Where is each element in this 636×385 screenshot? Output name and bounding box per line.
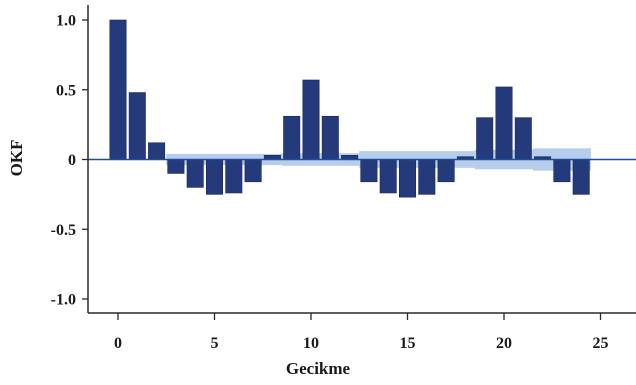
bar-lag-16 [418,159,436,195]
bar-lag-10 [302,79,320,160]
bar-lag-6 [225,159,243,194]
y-tick-label: -1.0 [51,292,76,309]
y-tick-label: -0.5 [51,222,76,239]
bar-lag-9 [283,115,301,160]
bar-lag-17 [437,159,455,183]
y-tick-label: 0 [68,152,76,169]
bar-lag-4 [186,159,204,188]
x-tick-label: 0 [114,335,122,352]
bar-lag-24 [572,159,590,195]
bars [109,19,590,198]
bar-lag-0 [109,19,127,160]
bar-lag-11 [321,115,339,160]
bar-lag-13 [360,159,378,183]
bar-lag-15 [398,159,416,198]
bar-lag-3 [167,159,185,174]
x-axis-title: Gecikme [286,359,351,378]
bar-lag-20 [495,86,513,160]
x-tick-label: 20 [496,335,512,352]
y-tick-label: 0.5 [56,82,76,99]
bar-lag-2 [148,142,166,160]
x-tick-label: 5 [211,335,219,352]
x-axis-ticks: 0 5 10 15 20 25 [114,313,609,352]
bar-lag-7 [244,159,262,183]
x-tick-label: 10 [303,335,319,352]
y-tick-label: 1.0 [56,13,76,30]
bar-lag-19 [476,117,494,160]
bar-lag-5 [206,159,224,195]
y-axis-title: OKF [7,140,26,177]
bar-lag-1 [128,92,146,160]
x-tick-label: 25 [593,335,609,352]
bar-lag-21 [514,117,532,160]
bar-lag-14 [379,159,397,194]
y-axis-ticks: 1.0 0.5 0 -0.5 -1.0 [51,13,88,309]
x-tick-label: 15 [400,335,416,352]
bar-lag-23 [553,159,571,183]
